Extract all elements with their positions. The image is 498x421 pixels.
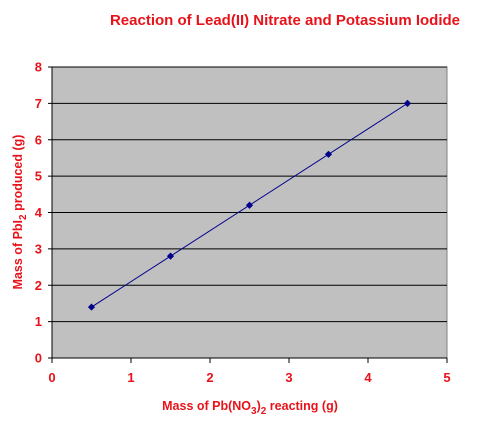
chart-title: Reaction of Lead(II) Nitrate and Potassi…	[110, 12, 460, 29]
y-axis-label: Mass of PbI2 produced (g)	[11, 135, 29, 290]
x-tick-label-0: 0	[48, 370, 55, 385]
data-series	[87, 99, 412, 311]
x-tick-label-3: 3	[285, 370, 292, 385]
x-tick-label-4: 4	[364, 370, 372, 385]
y-tick-label-6: 6	[35, 132, 42, 147]
data-point-4	[324, 150, 333, 158]
x-tick-label-1: 1	[127, 370, 134, 385]
y-tick-label-0: 0	[35, 351, 42, 366]
y-axis-ticks: 0 1 2 3 4 5 6 7 8	[35, 60, 52, 366]
x-tick-label-5: 5	[443, 370, 450, 385]
y-tick-label-2: 2	[35, 278, 42, 293]
data-point-1	[87, 303, 96, 311]
x-axis-label: Mass of Pb(NO3)2 reacting (g)	[162, 399, 338, 417]
y-tick-label-8: 8	[35, 60, 42, 75]
data-point-3	[245, 201, 254, 209]
y-tick-label-5: 5	[35, 169, 42, 184]
y-tick-label-1: 1	[35, 314, 42, 329]
y-tick-label-4: 4	[35, 205, 43, 220]
data-point-2	[166, 252, 175, 260]
x-tick-label-2: 2	[206, 370, 213, 385]
y-tick-label-7: 7	[35, 96, 42, 111]
y-tick-label-3: 3	[35, 241, 42, 256]
data-point-5	[403, 99, 412, 107]
x-axis-ticks: 0 1 2 3 4 5	[48, 358, 451, 385]
